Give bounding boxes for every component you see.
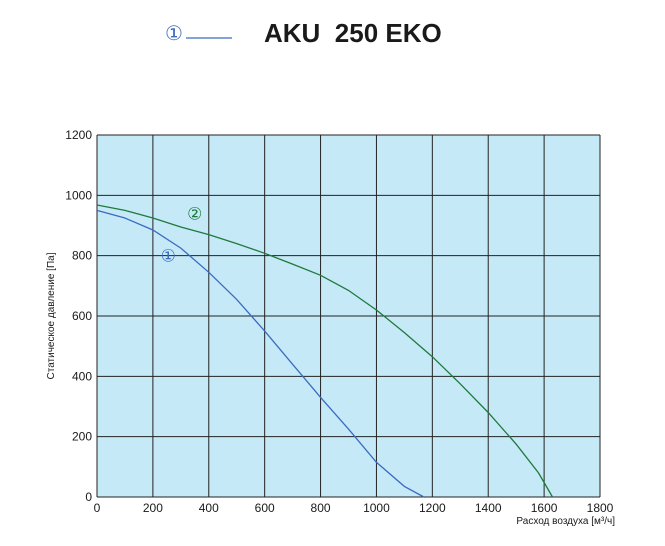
- series-line-2: [96, 204, 554, 498]
- x-tick-label: 1000: [363, 501, 390, 515]
- y-tick-label: 1000: [65, 188, 92, 202]
- x-axis-label: Расход воздуха [м³/ч]: [516, 516, 615, 527]
- series-line-1: [96, 209, 425, 498]
- legend-marker: ①: [165, 21, 183, 45]
- annotations: ①②: [161, 204, 203, 266]
- x-tick-label: 1800: [587, 501, 614, 515]
- y-tick-label: 0: [85, 490, 92, 504]
- y-axis-label: Статическое давление [Па]: [46, 252, 57, 379]
- x-tick-label: 0: [94, 501, 101, 515]
- y-tick-label: 400: [72, 369, 92, 383]
- y-tick-label: 800: [72, 249, 92, 263]
- series-annotation-2: ②: [187, 204, 202, 224]
- x-tick-label: 600: [255, 501, 275, 515]
- y-tick-label: 1200: [65, 128, 92, 142]
- x-tick-label: 1400: [475, 501, 502, 515]
- x-tick-label: 400: [199, 501, 219, 515]
- series-layer: [96, 204, 554, 498]
- series-annotation-1: ①: [161, 247, 176, 267]
- x-tick-label: 1200: [419, 501, 446, 515]
- y-tick-label: 600: [72, 309, 92, 323]
- x-tick-label: 1600: [531, 501, 558, 515]
- grid: [96, 134, 601, 498]
- x-tick-label: 800: [311, 501, 331, 515]
- chart-title: AKU 250 EKO: [264, 18, 442, 48]
- tick-labels: 0 200 400 600 800 1000 1200 1400 1600 1800 0 200 400…: [65, 128, 613, 515]
- x-tick-label: 200: [143, 501, 163, 515]
- y-tick-label: 200: [72, 430, 92, 444]
